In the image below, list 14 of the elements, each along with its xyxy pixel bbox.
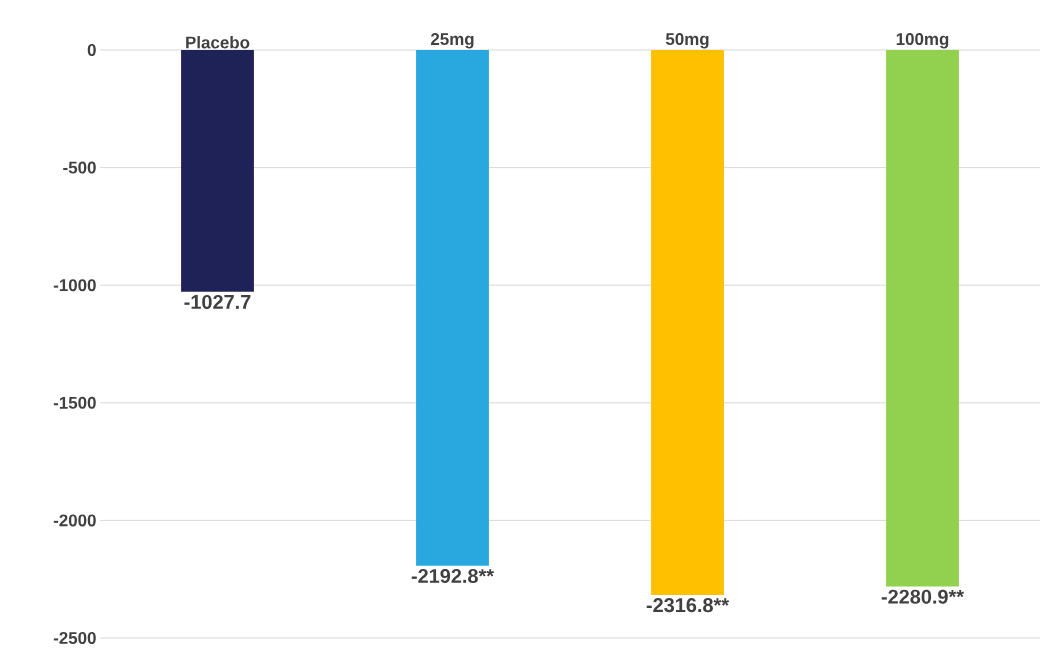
- y-tick-label: -500: [63, 161, 96, 174]
- x-tick-label: Placebo: [186, 36, 250, 49]
- y-tick-label: -1500: [53, 396, 96, 409]
- x-tick-label: 25mg: [430, 33, 474, 49]
- data-label: -2316.8**: [646, 598, 730, 613]
- data-label: -1027.7: [184, 294, 251, 310]
- y-tick-label: 0: [87, 44, 96, 56]
- x-tick-label: 100mg: [896, 33, 949, 49]
- data-label: -2280.9**: [881, 589, 965, 604]
- y-tick-label: -2000: [53, 514, 96, 527]
- y-tick-label: -2500: [53, 632, 96, 644]
- x-tick-label: 50mg: [665, 33, 709, 49]
- data-label: -2192.8**: [411, 568, 495, 584]
- y-tick-label: -1000: [53, 279, 96, 292]
